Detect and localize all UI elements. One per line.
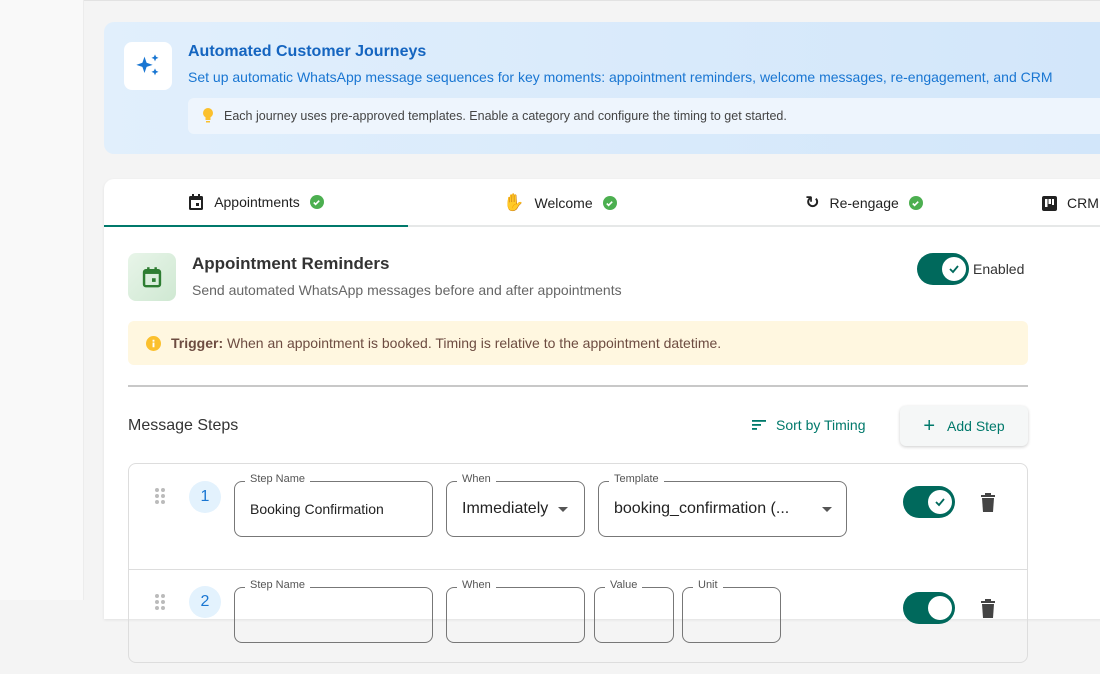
add-step-label: Add Step [947, 418, 1005, 434]
template-select[interactable]: Template booking_confirmation (... [598, 473, 847, 537]
divider [128, 385, 1028, 387]
delete-icon[interactable] [980, 493, 996, 512]
step-name-value: Booking Confirmation [250, 501, 384, 517]
tab-label: Appointments [214, 194, 300, 210]
trigger-label: Trigger: [171, 335, 224, 351]
sort-by-timing-button[interactable]: Sort by Timing [752, 417, 865, 433]
message-steps-title: Message Steps [128, 417, 239, 434]
calendar-icon [189, 194, 204, 210]
check-icon [942, 257, 966, 281]
step-row: 1 Step Name Booking Confirmation When Im… [129, 464, 1027, 569]
waving-hand-icon: ✋ [503, 193, 525, 212]
field-label: Step Name [245, 473, 311, 485]
step-enabled-toggle[interactable] [903, 592, 955, 624]
enabled-label: Enabled [973, 261, 1025, 277]
tab-appointments[interactable]: Appointments [104, 179, 408, 227]
info-banner: Automated Customer Journeys Set up autom… [104, 22, 1100, 154]
step-name-input[interactable]: Step Name [234, 579, 433, 643]
section-subtitle: Send automated WhatsApp messages before … [192, 282, 622, 298]
category-enabled-toggle[interactable] [917, 253, 969, 285]
delete-icon[interactable] [980, 599, 996, 618]
tip-text: Each journey uses pre-approved templates… [224, 109, 787, 123]
add-step-button[interactable]: + Add Step [900, 406, 1028, 446]
tab-label: CRM [1067, 195, 1099, 211]
tab-label: Welcome [534, 195, 593, 211]
field-label: Value [605, 579, 643, 591]
tab-label: Re-engage [829, 195, 899, 211]
refresh-icon: ↻ [805, 193, 820, 212]
banner-title: Automated Customer Journeys [188, 43, 427, 60]
steps-list: 1 Step Name Booking Confirmation When Im… [128, 463, 1028, 663]
trigger-text: When an appointment is booked. Timing is… [223, 335, 722, 351]
step-number: 2 [189, 586, 221, 618]
banner-subtitle: Set up automatic WhatsApp message sequen… [188, 69, 1053, 85]
field-label: Template [609, 473, 664, 485]
journey-card: Appointments ✋ Welcome ↻ Re-engage CRM A… [104, 179, 1100, 663]
caret-down-icon [822, 507, 832, 512]
field-label: When [457, 579, 496, 591]
tip-box: Each journey uses pre-approved templates… [188, 98, 1100, 134]
when-select[interactable]: When Immediately [446, 473, 585, 537]
caret-down-icon [558, 507, 568, 512]
check-icon [928, 490, 952, 514]
field-label: When [457, 473, 496, 485]
field-label: Unit [693, 579, 723, 591]
value-input[interactable]: Value [594, 579, 674, 643]
drag-handle-icon[interactable] [155, 488, 165, 504]
tab-crm[interactable]: CRM [1016, 179, 1100, 227]
section-title: Appointment Reminders [192, 254, 390, 273]
top-border [84, 0, 1100, 1]
step-number: 1 [189, 481, 221, 513]
when-select[interactable]: When [446, 579, 585, 643]
plus-icon: + [923, 414, 936, 437]
sparkle-icon [124, 42, 172, 90]
step-row: 2 Step Name When Value Unit [129, 569, 1027, 674]
check-circle-icon [908, 196, 923, 210]
sidebar [0, 0, 84, 600]
sort-icon [752, 420, 766, 430]
check-circle-icon [309, 195, 324, 209]
trigger-alert: Trigger: When an appointment is booked. … [128, 321, 1028, 365]
tab-re-engage[interactable]: ↻ Re-engage [712, 179, 1016, 227]
field-label: Step Name [245, 579, 311, 591]
calendar-icon [128, 253, 176, 301]
step-name-input[interactable]: Step Name Booking Confirmation [234, 473, 433, 537]
tab-welcome[interactable]: ✋ Welcome [408, 179, 712, 227]
lightbulb-icon [202, 107, 214, 126]
sort-label: Sort by Timing [776, 417, 866, 433]
step-enabled-toggle[interactable] [903, 486, 955, 518]
when-value: Immediately [462, 500, 549, 517]
check-circle-icon [602, 196, 617, 210]
template-value: booking_confirmation (... [614, 500, 790, 517]
kanban-icon [1042, 195, 1057, 211]
tab-bar: Appointments ✋ Welcome ↻ Re-engage CRM [104, 179, 1100, 227]
unit-select[interactable]: Unit [682, 579, 781, 643]
info-icon [146, 335, 161, 351]
drag-handle-icon[interactable] [155, 594, 165, 610]
